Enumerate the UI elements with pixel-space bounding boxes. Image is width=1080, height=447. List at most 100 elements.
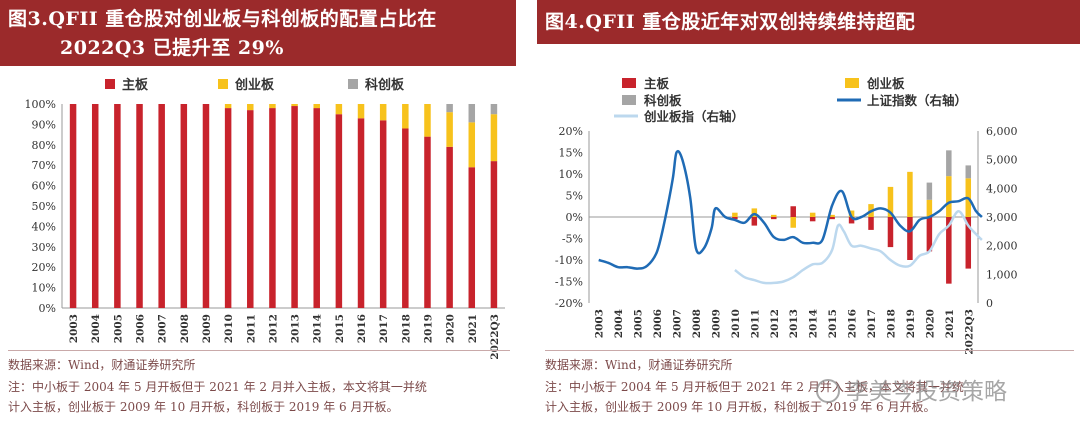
- left-x-tick-label: 2014: [312, 314, 324, 343]
- right-line-chinext-index: [734, 210, 983, 285]
- right-x-tick-label: 2014: [808, 309, 820, 338]
- left-bar-main: [136, 104, 143, 308]
- right-bar-chinext: [926, 199, 933, 217]
- right-note-line2: 计入主板，创业板于 2009 年 10 月开板，科创板于 2019 年 6 月开…: [545, 400, 936, 414]
- left-x-tick-label: 2019: [422, 314, 434, 343]
- left-y-tick-label: 20%: [32, 261, 56, 274]
- left-bar-chinext: [269, 104, 276, 109]
- left-x-tick-label: 2022Q3: [489, 314, 501, 360]
- right-legend-swatch-chinext: [845, 78, 859, 88]
- left-bar-main: [335, 114, 343, 308]
- left-y-tick-label: 100%: [25, 98, 56, 111]
- right-legend-label: 上证指数（右轴）: [867, 93, 967, 108]
- right-x-tick-label: 2016: [847, 309, 859, 338]
- left-chart-title: 图3.QFII 重仓股对创业板与科创板的配置占比在 2022Q3 已提升至 29…: [0, 0, 516, 66]
- right-right-tick-label: 3,000: [986, 211, 1018, 224]
- left-legend-swatch: [105, 79, 115, 89]
- right-bar-main: [926, 217, 933, 252]
- left-y-tick-label: 50%: [32, 200, 56, 213]
- right-footer-rule: [545, 350, 1074, 351]
- right-left-tick-label: -20%: [555, 297, 583, 310]
- right-x-tick-label: 2005: [633, 309, 645, 338]
- right-chart-panel: 图4.QFII 重仓股近年对双创持续维持超配 -20% -15% -10% -5% 0%…: [537, 0, 1080, 447]
- left-title-line2: 2022Q3 已提升至 29%: [60, 37, 284, 59]
- left-bar-main: [158, 104, 165, 308]
- left-note-line2: 计入主板，创业板于 2009 年 10 月开板，科创板于 2019 年 6 月开…: [8, 400, 399, 414]
- left-bar-main: [269, 108, 276, 308]
- left-bar-main: [446, 146, 453, 308]
- left-bar-main: [202, 104, 210, 308]
- left-bar-main: [114, 104, 121, 308]
- left-bar-main: [224, 108, 232, 308]
- right-right-tick-label: 2,000: [986, 240, 1018, 253]
- left-bar-chinext: [247, 104, 254, 111]
- right-x-tick-label: 2003: [594, 309, 606, 338]
- right-bar-main: [907, 217, 913, 260]
- right-x-tick-label: 2004: [613, 309, 625, 338]
- left-y-tick-label: 10%: [32, 282, 56, 295]
- left-legend-label: 创业板: [234, 77, 275, 93]
- right-x-tick-label: 2022Q3: [963, 309, 975, 355]
- right-x-tick-label: 2009: [710, 309, 722, 338]
- left-bar-star: [468, 104, 476, 123]
- left-bar-chinext: [468, 122, 476, 168]
- left-x-tick-label: 2018: [400, 314, 412, 343]
- right-legend-label: 科创板: [644, 93, 682, 108]
- right-x-tick-label: 2015: [827, 309, 839, 338]
- right-line-shanghai-index: [598, 149, 983, 270]
- right-x-tick-label: 2013: [788, 309, 800, 338]
- right-legend-label: 主板: [644, 76, 670, 91]
- right-x-tick-label: 2011: [749, 309, 761, 338]
- right-bar-main: [732, 217, 738, 220]
- right-right-tick-label: 1,000: [986, 268, 1018, 281]
- right-right-tick-label: 6,000: [986, 125, 1018, 138]
- right-x-tick-label: 2006: [652, 309, 664, 338]
- right-bar-main: [965, 217, 972, 269]
- left-y-tick-label: 30%: [32, 241, 56, 254]
- right-left-tick-label: -10%: [555, 254, 583, 267]
- left-x-tick-label: 2003: [68, 314, 80, 343]
- right-x-tick-label: 2007: [672, 309, 684, 338]
- left-x-tick-label: 2006: [135, 314, 147, 343]
- right-left-tick-label: 0%: [566, 211, 583, 224]
- left-y-tick-label: 60%: [32, 180, 56, 193]
- right-legend-label: 创业板: [866, 76, 905, 91]
- right-source: 数据来源：Wind，财通证券研究所: [545, 358, 733, 372]
- right-bar-main: [946, 217, 952, 284]
- left-bar-chinext: [402, 104, 409, 129]
- right-bar-star: [946, 150, 952, 177]
- left-x-tick-label: 2021: [467, 314, 479, 343]
- left-bar-star: [490, 104, 498, 115]
- left-y-tick-label: 90%: [32, 118, 56, 131]
- left-legend-swatch: [348, 79, 358, 89]
- watermark-text: 李美岑投资策略: [846, 379, 1007, 405]
- right-legend-swatch-main: [622, 78, 636, 88]
- right-bar-main: [848, 217, 855, 224]
- left-stacked-bar-chart: 0% 10% 20% 30% 40% 50% 60% 70% 80% 90% 100% 2003 200…: [25, 77, 505, 360]
- right-right-tick-label: 5,000: [986, 154, 1018, 167]
- right-x-tick-label: 2008: [691, 309, 703, 338]
- right-bar-main: [771, 217, 777, 220]
- right-bar-chinext: [732, 212, 738, 217]
- right-x-tick-label: 2019: [905, 309, 917, 338]
- left-x-tick-label: 2016: [356, 314, 368, 343]
- right-right-tick-label: 0: [986, 297, 993, 310]
- left-x-tick-label: 2004: [90, 314, 102, 343]
- left-x-tick-label: 2012: [267, 314, 279, 343]
- right-left-tick-label: -5%: [562, 233, 583, 246]
- right-bar-main: [868, 217, 874, 230]
- left-legend-label: 科创板: [365, 77, 405, 93]
- wechat-icon: [816, 378, 840, 403]
- left-y-tick-label: 0%: [39, 302, 56, 315]
- right-bar-chinext: [887, 186, 894, 217]
- right-bar-star: [965, 165, 972, 179]
- left-x-tick-label: 2015: [334, 314, 346, 343]
- left-bar-main: [424, 136, 431, 308]
- left-bar-chinext: [224, 104, 232, 109]
- right-bar-chinext: [751, 208, 758, 217]
- left-legend-label: 主板: [122, 77, 149, 93]
- left-chart-panel: 图3.QFII 重仓股对创业板与科创板的配置占比在 2022Q3 已提升至 29…: [0, 0, 516, 447]
- right-left-tick-label: 15%: [559, 147, 583, 160]
- left-x-tick-label: 2009: [201, 314, 213, 343]
- left-bar-main: [357, 118, 365, 308]
